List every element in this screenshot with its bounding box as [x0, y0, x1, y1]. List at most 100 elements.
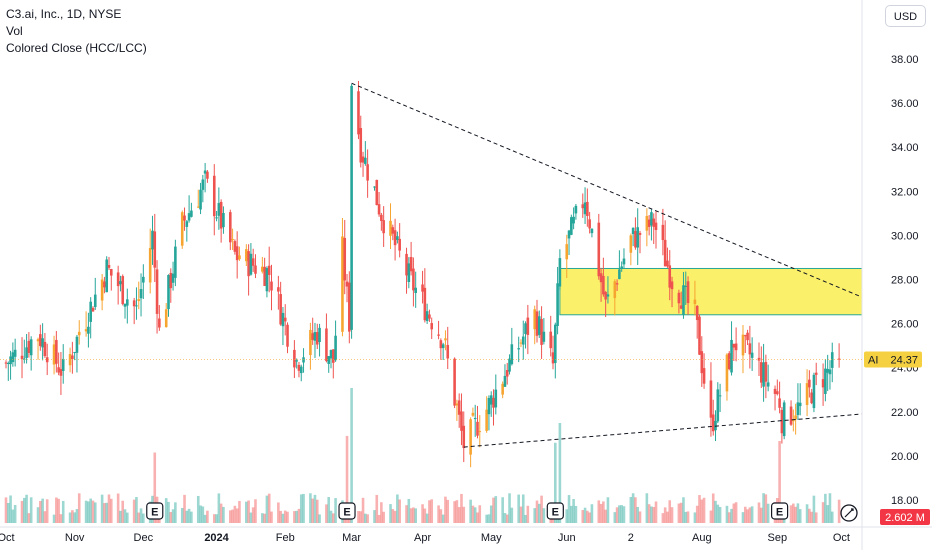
earnings-marker[interactable]: E: [771, 502, 789, 520]
candle-body: [116, 272, 120, 287]
candle-body: [588, 219, 591, 229]
volume-bar: [121, 500, 125, 523]
candle-body: [398, 238, 401, 251]
candle-body: [533, 309, 537, 330]
volume-bar: [519, 506, 523, 523]
candle-body: [412, 268, 415, 291]
earnings-marker[interactable]: E: [338, 502, 356, 520]
volume-bar: [281, 513, 285, 523]
volume-bar: [23, 497, 26, 523]
volume-bar: [265, 495, 269, 523]
candle-body: [61, 358, 65, 372]
candle-body: [485, 409, 488, 431]
candle-body: [808, 379, 811, 388]
volume-bar: [766, 503, 770, 523]
candle-body: [93, 294, 97, 308]
volume-bar: [686, 511, 690, 523]
volume-label[interactable]: Vol: [6, 24, 23, 38]
volume-bar: [91, 500, 95, 523]
candle-body: [645, 215, 649, 231]
candle-body: [501, 383, 504, 395]
volume-bar: [334, 498, 337, 523]
volume-bar: [293, 511, 296, 523]
candle-body: [489, 395, 493, 405]
candle-body: [254, 265, 257, 274]
time-axis[interactable]: Oct Nov Dec 2024 Feb Mar Apr May Jun 2 Aug Sep Oct: [0, 532, 850, 544]
volume-bar: [238, 500, 241, 523]
volume-bar: [174, 502, 177, 523]
candle-body: [446, 344, 450, 359]
volume-bar: [505, 514, 509, 523]
price-tick: 28.00: [891, 275, 919, 287]
volume-bar: [645, 493, 649, 523]
candle-body: [180, 212, 184, 246]
candle-body: [217, 203, 221, 216]
candle-body: [261, 266, 264, 272]
price-axis[interactable]: 38.0036.0034.0032.0030.0028.0026.0024.00…: [891, 54, 919, 507]
candle-body: [421, 284, 424, 292]
candle-body: [476, 421, 479, 436]
candle-body: [794, 415, 797, 420]
symbol-title[interactable]: C3.ai, Inc., 1D, NYSE: [6, 7, 122, 21]
volume-bar: [602, 501, 605, 523]
price-tick: 22.00: [891, 407, 919, 419]
volume-bar: [315, 499, 319, 523]
volume-bar: [808, 508, 811, 523]
candle-body: [334, 335, 337, 361]
candle-body: [251, 258, 255, 266]
volume-bar: [203, 514, 207, 523]
candle-body: [164, 309, 168, 328]
candle-body: [148, 247, 152, 283]
price-tag-value: 24.37: [890, 355, 918, 367]
volume-bar: [734, 502, 738, 523]
volume-bar: [453, 501, 456, 523]
volume-bar: [830, 511, 834, 523]
candle-body: [682, 285, 685, 315]
candle-body: [84, 329, 88, 332]
candle-body: [668, 265, 672, 288]
volume-bar: [135, 497, 138, 523]
candle-body: [725, 354, 729, 392]
volume-bar: [100, 494, 104, 523]
volume-bar: [636, 506, 640, 523]
time-tick: Feb: [276, 532, 295, 544]
volume-bar: [570, 505, 573, 523]
volume-bar: [359, 511, 363, 523]
volume-bar: [171, 509, 175, 523]
currency-button[interactable]: USD: [885, 5, 926, 27]
volume-bar: [428, 500, 431, 523]
candle-body: [652, 218, 656, 227]
volume-bar: [702, 497, 706, 523]
volume-bar: [103, 503, 106, 523]
candle-body: [247, 251, 250, 277]
candle-body: [20, 355, 24, 359]
earnings-marker[interactable]: E: [146, 502, 164, 520]
candle-body: [263, 266, 266, 286]
price-tag-ticker: AI: [868, 355, 878, 367]
candle-body: [299, 366, 303, 374]
volume-bar: [267, 493, 271, 523]
candle-body: [105, 259, 109, 293]
time-tick: Dec: [134, 532, 154, 544]
candle-body: [693, 299, 697, 305]
volume-bars: [4, 388, 841, 523]
volume-bar: [629, 496, 633, 523]
earnings-marker[interactable]: E: [546, 502, 564, 520]
candle-body: [119, 281, 122, 285]
trendline[interactable]: [351, 82, 863, 298]
volume-bar: [407, 498, 411, 523]
trendline[interactable]: [463, 413, 863, 448]
candle-body: [558, 258, 562, 287]
volume-bar: [366, 514, 369, 523]
volume-bar: [746, 509, 749, 523]
volume-bar: [180, 507, 184, 523]
replay-icon[interactable]: [840, 504, 858, 522]
indicator-label[interactable]: Colored Close (HCC/LCC): [6, 41, 147, 55]
volume-bar: [4, 497, 8, 523]
volume-bar: [814, 512, 818, 523]
volume-bar: [327, 497, 331, 523]
volume-bar: [43, 511, 47, 523]
candle-body: [606, 294, 610, 297]
